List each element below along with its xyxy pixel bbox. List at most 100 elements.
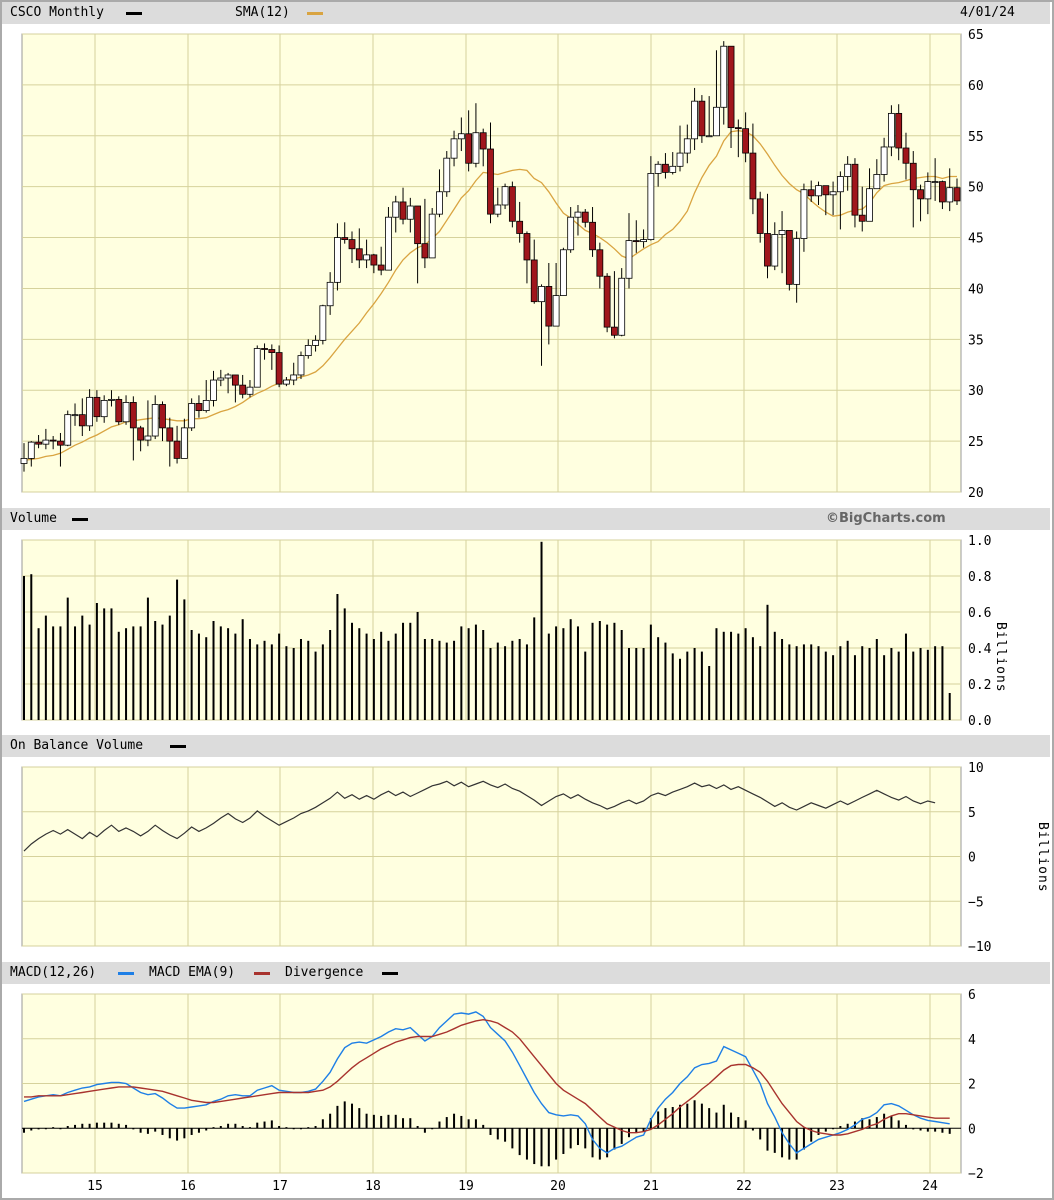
macd-ytick-label: 2 bbox=[968, 1078, 976, 1093]
volume-bar bbox=[810, 644, 813, 720]
divergence-bar bbox=[664, 1108, 667, 1129]
divergence-bar bbox=[926, 1128, 929, 1132]
candle-down bbox=[589, 221, 596, 251]
price-ytick-label: 20 bbox=[968, 486, 984, 501]
price-ytick-label: 55 bbox=[968, 130, 984, 145]
volume-ytick-label: 0.6 bbox=[968, 606, 991, 621]
volume-bar bbox=[351, 622, 354, 720]
divergence-bar bbox=[919, 1128, 922, 1131]
divergence-bar bbox=[52, 1127, 55, 1129]
candle-up bbox=[815, 185, 822, 197]
price-plot-area bbox=[21, 33, 962, 493]
volume-bar bbox=[256, 644, 259, 720]
volume-bar bbox=[168, 615, 171, 720]
volume-bar bbox=[44, 615, 47, 720]
macd-ema-label: MACD EMA(9) bbox=[149, 965, 236, 980]
candle-down bbox=[341, 237, 349, 240]
divergence-bar bbox=[861, 1118, 864, 1129]
divergence-bar bbox=[146, 1128, 149, 1134]
candle-down bbox=[173, 440, 181, 459]
divergence-bar bbox=[256, 1122, 259, 1129]
volume-bar bbox=[525, 644, 528, 720]
volume-panel-header: Volume ©BigCharts.com bbox=[2, 508, 1050, 530]
volume-bar bbox=[234, 633, 237, 720]
price-ytick-label: 60 bbox=[968, 79, 984, 94]
volume-bar bbox=[875, 639, 878, 720]
candle-down bbox=[231, 374, 239, 386]
volume-bar bbox=[839, 646, 842, 720]
macd-line bbox=[23, 1011, 950, 1154]
candle-down bbox=[822, 185, 830, 196]
volume-bar bbox=[110, 608, 113, 720]
volume-bar bbox=[890, 648, 893, 720]
candle-down bbox=[749, 152, 757, 200]
candle-up bbox=[385, 216, 392, 271]
volume-bar bbox=[37, 628, 40, 720]
volume-bar bbox=[533, 617, 536, 720]
volume-bar bbox=[329, 630, 332, 720]
volume-bar bbox=[496, 642, 499, 720]
divergence-bar bbox=[686, 1103, 689, 1129]
divergence-bar bbox=[912, 1128, 915, 1130]
candle-down bbox=[895, 112, 903, 149]
divergence-bar bbox=[278, 1126, 281, 1129]
candle-up bbox=[210, 379, 217, 401]
volume-bar bbox=[576, 626, 579, 720]
candle-down bbox=[939, 181, 946, 203]
volume-bar bbox=[773, 631, 776, 720]
volume-bar bbox=[489, 648, 492, 720]
divergence-bar bbox=[606, 1128, 609, 1158]
divergence-bar bbox=[351, 1103, 354, 1129]
volume-bar bbox=[227, 628, 230, 720]
divergence-bar bbox=[409, 1118, 412, 1129]
candle-down bbox=[902, 147, 910, 164]
volume-bar bbox=[30, 574, 33, 720]
divergence-bar bbox=[365, 1113, 368, 1129]
candle-down bbox=[734, 127, 742, 130]
divergence-bar bbox=[744, 1120, 747, 1129]
volume-bar bbox=[270, 644, 273, 720]
candle-up bbox=[559, 249, 567, 296]
divergence-bar bbox=[241, 1126, 244, 1129]
divergence-bar bbox=[657, 1111, 660, 1129]
volume-bar bbox=[861, 646, 864, 720]
divergence-bar bbox=[263, 1121, 266, 1129]
volume-bar bbox=[95, 603, 98, 720]
volume-bar bbox=[788, 644, 791, 720]
volume-bar bbox=[103, 608, 106, 720]
candle-up bbox=[676, 152, 684, 167]
divergence-bar bbox=[88, 1123, 91, 1129]
divergence-bar bbox=[23, 1128, 25, 1133]
candle-down bbox=[632, 240, 640, 243]
volume-bar bbox=[445, 642, 448, 720]
candle-up bbox=[334, 237, 341, 283]
volume-bar bbox=[657, 637, 660, 720]
volume-bar bbox=[679, 658, 682, 720]
divergence-bar bbox=[897, 1120, 900, 1129]
volume-bar bbox=[23, 576, 25, 720]
candle-down bbox=[909, 162, 917, 191]
candle-up bbox=[42, 439, 50, 445]
volume-bar bbox=[336, 594, 339, 720]
volume-bar bbox=[708, 666, 711, 720]
candle-up bbox=[297, 355, 305, 376]
candle-up bbox=[924, 181, 932, 200]
divergence-bar bbox=[496, 1128, 499, 1140]
divergence-bar bbox=[197, 1128, 200, 1133]
volume-bar bbox=[547, 633, 550, 720]
volume-bar bbox=[278, 633, 281, 720]
candle-up bbox=[866, 188, 873, 222]
volume-bar bbox=[868, 648, 871, 720]
candle-up bbox=[253, 348, 261, 388]
divergence-bar bbox=[730, 1112, 733, 1129]
obv-ytick-label: −10 bbox=[968, 940, 991, 955]
volume-bar bbox=[846, 640, 849, 720]
volume-bar bbox=[197, 633, 200, 720]
divergence-bar bbox=[941, 1128, 944, 1133]
price-ytick-label: 65 bbox=[968, 28, 984, 43]
volume-bar bbox=[365, 633, 368, 720]
divergence-bar bbox=[402, 1118, 405, 1129]
divergence-bar bbox=[431, 1128, 434, 1130]
candle-down bbox=[662, 163, 669, 173]
